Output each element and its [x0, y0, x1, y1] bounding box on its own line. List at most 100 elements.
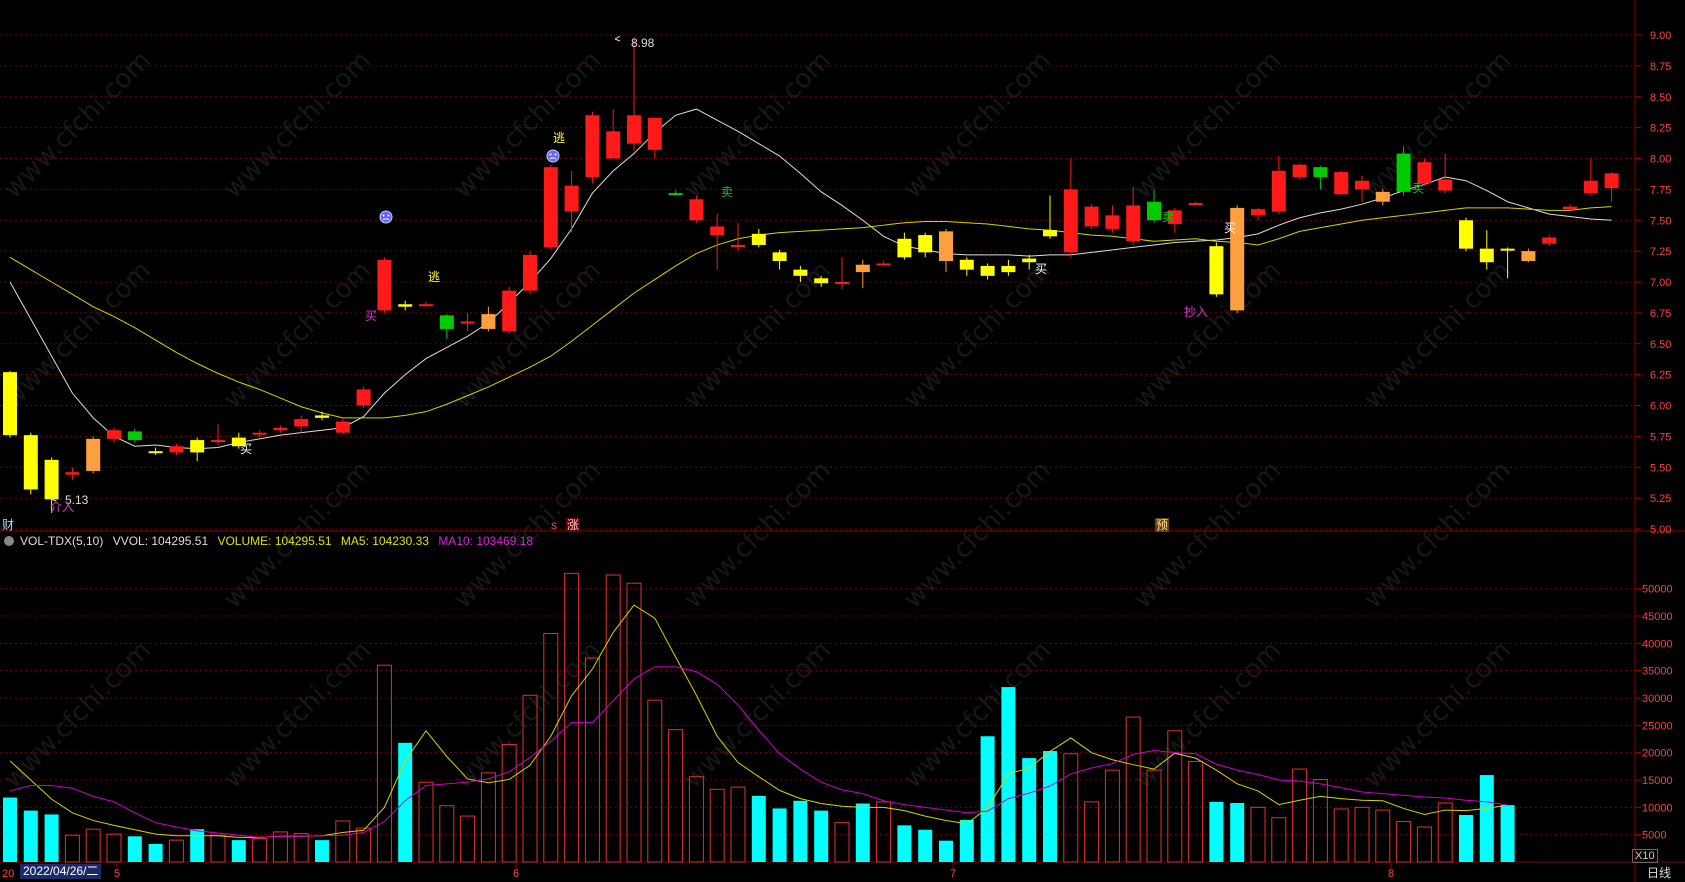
volume-bar[interactable]	[522, 694, 538, 863]
candle-body[interactable]	[1001, 265, 1016, 273]
candle-body[interactable]	[876, 263, 891, 266]
candle-body[interactable]	[959, 259, 974, 270]
volume-bars[interactable]	[3, 572, 1515, 863]
candle-body[interactable]	[231, 437, 246, 447]
candle-body[interactable]	[1479, 248, 1494, 263]
volume-bar[interactable]	[1312, 778, 1328, 863]
candle-body[interactable]	[190, 440, 205, 453]
candle-body[interactable]	[1043, 230, 1057, 237]
volume-bar[interactable]	[85, 828, 101, 863]
candle-body[interactable]	[939, 231, 953, 262]
candle-body[interactable]	[356, 389, 371, 406]
volume-bar[interactable]	[876, 801, 892, 863]
candle-body[interactable]	[294, 419, 309, 427]
volume-bar[interactable]	[1250, 806, 1266, 863]
candle-body[interactable]	[44, 459, 59, 500]
volume-bar[interactable]	[814, 810, 829, 862]
volume-bar[interactable]	[897, 825, 912, 862]
candle-body[interactable]	[1375, 191, 1390, 202]
volume-bar[interactable]	[730, 786, 746, 863]
candle-body[interactable]	[1230, 207, 1245, 311]
candle-body[interactable]	[502, 290, 517, 332]
zoom-scale[interactable]: X10	[1632, 849, 1658, 863]
candle-body[interactable]	[398, 304, 413, 307]
volume-bar[interactable]	[1459, 814, 1473, 862]
volume-bar[interactable]	[1292, 768, 1308, 863]
candle-body[interactable]	[897, 238, 912, 258]
volume-bar[interactable]	[1125, 716, 1141, 863]
volume-bar[interactable]	[439, 805, 455, 863]
volume-bar[interactable]	[356, 827, 372, 863]
volume-bar[interactable]	[1354, 806, 1370, 863]
volume-bar[interactable]	[793, 800, 808, 862]
candle-body[interactable]	[1209, 246, 1224, 295]
volume-bar[interactable]	[293, 833, 309, 863]
candle-body[interactable]	[1396, 153, 1411, 192]
candle-body[interactable]	[252, 432, 267, 435]
volume-bar[interactable]	[210, 834, 226, 863]
volume-bar[interactable]	[480, 772, 496, 863]
volume-bar[interactable]	[772, 808, 787, 862]
candle-body[interactable]	[439, 315, 454, 329]
indicator-name[interactable]: VOL-TDX(5,10)	[20, 534, 104, 548]
volume-bar[interactable]	[1104, 769, 1120, 863]
candle-body[interactable]	[1500, 248, 1515, 251]
volume-bar[interactable]	[959, 819, 974, 862]
candle-body[interactable]	[211, 440, 225, 443]
candle-body[interactable]	[1126, 205, 1141, 242]
volume-bar[interactable]	[44, 814, 59, 862]
volume-bar[interactable]	[564, 572, 580, 863]
candle-body[interactable]	[710, 226, 725, 236]
volume-bar[interactable]	[64, 834, 80, 863]
candle-body[interactable]	[751, 233, 766, 245]
volume-bar[interactable]	[1396, 821, 1412, 863]
candle-body[interactable]	[1022, 258, 1037, 263]
volume-bar[interactable]	[647, 699, 663, 863]
candle-body[interactable]	[481, 314, 496, 329]
volume-bar[interactable]	[376, 664, 392, 863]
candle-body[interactable]	[772, 252, 787, 262]
candle-body[interactable]	[1521, 251, 1536, 262]
volume-bar[interactable]	[1333, 808, 1349, 863]
volume-bar[interactable]	[1271, 817, 1287, 863]
volume-bar[interactable]	[834, 822, 850, 863]
candle-body[interactable]	[1417, 162, 1432, 184]
candle-body[interactable]	[585, 115, 600, 178]
volume-bar[interactable]	[418, 781, 434, 863]
volume-bar[interactable]	[709, 788, 725, 863]
candle-body[interactable]	[689, 199, 704, 221]
volume-bar[interactable]	[1375, 809, 1391, 863]
candle-body[interactable]	[65, 472, 80, 475]
candle-body[interactable]	[918, 235, 933, 253]
candle-body[interactable]	[107, 430, 121, 439]
volume-bar[interactable]	[918, 829, 933, 862]
candle-body[interactable]	[980, 265, 995, 276]
candle-body[interactable]	[1147, 201, 1161, 221]
volume-bar[interactable]	[190, 829, 205, 862]
candle-body[interactable]	[1084, 206, 1099, 227]
volume-bar[interactable]	[626, 582, 642, 863]
volume-bar[interactable]	[1437, 802, 1453, 863]
candle-body[interactable]	[127, 431, 142, 441]
candle-body[interactable]	[1313, 167, 1328, 178]
candle-body[interactable]	[169, 446, 184, 453]
candle-body[interactable]	[1251, 209, 1265, 216]
indicator-toggle-icon[interactable]	[4, 536, 14, 546]
volume-bar[interactable]	[231, 840, 246, 862]
volume-bar[interactable]	[751, 795, 766, 862]
candle-body[interactable]	[148, 451, 163, 454]
candle-body[interactable]	[1563, 206, 1577, 210]
volume-bar[interactable]	[1416, 826, 1432, 863]
candle-body[interactable]	[1105, 215, 1120, 229]
candle-body[interactable]	[419, 304, 433, 307]
volume-bar[interactable]	[1043, 751, 1057, 862]
volume-bar[interactable]	[605, 574, 621, 863]
volume-bar[interactable]	[501, 743, 517, 863]
volume-bar[interactable]	[252, 837, 268, 863]
candlesticks[interactable]	[3, 37, 1619, 513]
volume-bar[interactable]	[1479, 775, 1494, 862]
candle-body[interactable]	[1583, 180, 1598, 194]
candle-body[interactable]	[647, 117, 662, 150]
volume-bar[interactable]	[584, 657, 600, 863]
candle-body[interactable]	[1292, 164, 1307, 178]
